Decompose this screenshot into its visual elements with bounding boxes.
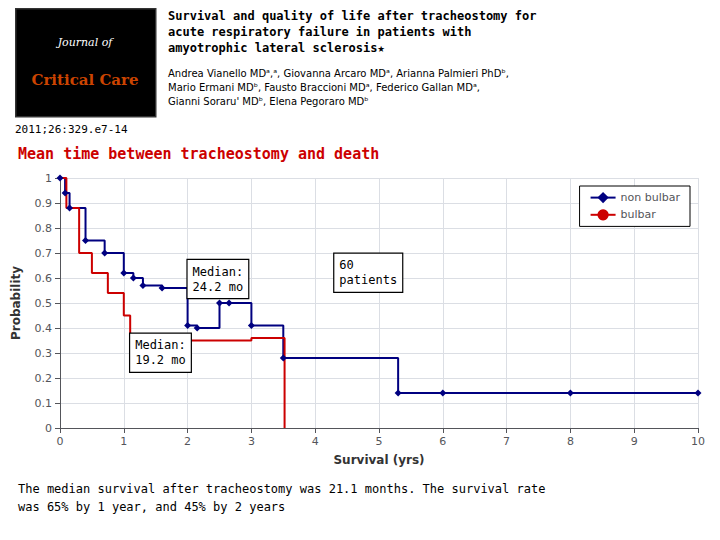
svg-text:2011;26:329.e7-14: 2011;26:329.e7-14 <box>15 123 128 136</box>
svg-text:0.9: 0.9 <box>35 197 53 210</box>
svg-text:non bulbar: non bulbar <box>621 191 681 204</box>
svg-text:10: 10 <box>691 435 705 448</box>
svg-text:9: 9 <box>631 435 638 448</box>
svg-text:0.5: 0.5 <box>35 297 53 310</box>
svg-text:6: 6 <box>439 435 446 448</box>
svg-text:Survival (yrs): Survival (yrs) <box>333 453 424 467</box>
svg-text:0.1: 0.1 <box>35 397 53 410</box>
svg-text:amyotrophic lateral sclerosis★: amyotrophic lateral sclerosis★ <box>168 41 385 55</box>
svg-text:Journal of: Journal of <box>56 36 115 49</box>
svg-text:patients: patients <box>339 273 397 287</box>
svg-text:Survival and quality of life a: Survival and quality of life after trach… <box>168 9 536 23</box>
svg-text:Andrea Vianello MDᵃ,ᵃ, Giovann: Andrea Vianello MDᵃ,ᵃ, Giovanna Arcaro M… <box>168 68 509 79</box>
svg-text:Median:: Median: <box>193 265 244 279</box>
svg-text:19.2 mo: 19.2 mo <box>135 353 186 367</box>
svg-text:5: 5 <box>376 435 383 448</box>
svg-text:0.2: 0.2 <box>35 372 53 385</box>
svg-text:0.4: 0.4 <box>35 322 53 335</box>
svg-text:0.3: 0.3 <box>35 347 53 360</box>
svg-text:Median:: Median: <box>135 338 186 352</box>
svg-text:bulbar: bulbar <box>621 208 657 221</box>
svg-text:Mario Ermani MDᵇ, Fausto Bracc: Mario Ermani MDᵇ, Fausto Braccioni MDᵃ, … <box>168 82 480 93</box>
svg-text:0.6: 0.6 <box>35 272 53 285</box>
svg-text:1: 1 <box>45 172 52 185</box>
svg-text:Probability: Probability <box>9 266 23 340</box>
svg-text:0.7: 0.7 <box>35 247 53 260</box>
svg-text:60: 60 <box>339 258 353 272</box>
svg-text:Gianni Soraru' MDᵇ, Elena Pego: Gianni Soraru' MDᵇ, Elena Pegoraro MDᵇ <box>168 96 369 107</box>
svg-text:0: 0 <box>45 422 52 435</box>
svg-text:8: 8 <box>567 435 574 448</box>
svg-text:7: 7 <box>503 435 510 448</box>
svg-text:2: 2 <box>184 435 191 448</box>
svg-text:24.2 mo: 24.2 mo <box>193 280 244 294</box>
svg-text:0: 0 <box>57 435 64 448</box>
svg-text:4: 4 <box>312 435 319 448</box>
svg-text:Critical Care: Critical Care <box>31 71 138 89</box>
svg-text:was 65% by 1 year, and 45% by: was 65% by 1 year, and 45% by 2 years <box>18 500 285 514</box>
svg-text:acute respiratory failure in p: acute respiratory failure in patients wi… <box>168 25 471 39</box>
svg-text:3: 3 <box>248 435 255 448</box>
svg-text:Mean time between tracheostomy: Mean time between tracheostomy and death <box>18 145 379 163</box>
svg-text:The median survival after trac: The median survival after tracheostomy w… <box>18 482 545 496</box>
svg-text:0.8: 0.8 <box>35 222 53 235</box>
svg-text:1: 1 <box>120 435 127 448</box>
